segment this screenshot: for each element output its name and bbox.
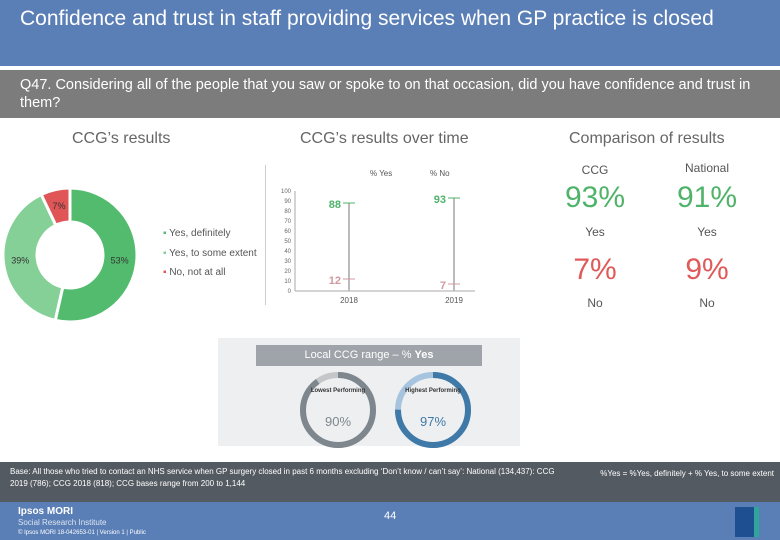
data-label: 7	[440, 280, 446, 292]
y-tick-label: 0	[288, 289, 292, 295]
national-yes-label: Yes	[697, 225, 717, 239]
donut-label: 53%	[111, 256, 129, 266]
y-tick-label: 10	[284, 279, 291, 285]
y-tick-label: 100	[281, 189, 292, 195]
ipsos-logo	[735, 507, 759, 537]
lowest-value: 90%	[324, 414, 352, 429]
ccg-no-value: 7%	[573, 253, 617, 286]
national-label: National	[684, 161, 730, 175]
copyright: © Ipsos MORI 18-042653-01 | Version 1 | …	[18, 530, 146, 536]
lowest-label: Lowest Performing	[310, 388, 366, 394]
donut-segment	[53, 186, 139, 324]
ccg-yes-value: 93%	[564, 181, 626, 214]
base-text: Base: All those who tried to contact an …	[10, 467, 555, 488]
national-yes-value: 91%	[676, 181, 738, 214]
donut-label: 39%	[11, 256, 29, 266]
y-tick-label: 70	[284, 219, 291, 225]
y-tick-label: 60	[284, 229, 291, 235]
over-time-heading: CCG’s results over time	[300, 130, 469, 147]
ccg-range-panel: Local CCG range – % Yes Lowest Performin…	[218, 338, 520, 448]
ccg-label: CCG	[581, 163, 609, 177]
x-tick-label: 2018	[340, 296, 358, 305]
donut-legend: ▪ Yes, definitely ▪ Yes, to some extent …	[163, 224, 257, 283]
footer-brand: Ipsos MORI Social Research Institute © I…	[0, 502, 780, 540]
y-tick-label: 50	[284, 239, 291, 245]
national-no-value: 9%	[685, 253, 729, 286]
footer-base: Base: All those who tried to contact an …	[0, 462, 780, 502]
range-title: Local CCG range – % Yes	[256, 345, 482, 366]
data-label: 12	[329, 275, 341, 287]
legend-item: ▪ Yes, to some extent	[163, 247, 257, 259]
legend-item: % Yes	[370, 169, 392, 178]
y-tick-label: 30	[284, 259, 291, 265]
question-band: Q47. Considering all of the people that …	[0, 70, 780, 118]
highest-label: Highest Performing	[405, 388, 461, 394]
donut-chart: 53% 39% 7%	[1, 186, 139, 324]
slide-header: Confidence and trust in staff providing …	[0, 0, 780, 66]
range-rings	[300, 372, 471, 448]
ccg-yes-label: Yes	[585, 225, 605, 239]
x-tick-label: 2019	[445, 296, 463, 305]
ccg-results-heading: CCG’s results	[72, 130, 171, 147]
y-tick-label: 80	[284, 209, 291, 215]
y-tick-label: 90	[284, 199, 291, 205]
legend-item: % No	[430, 169, 450, 178]
y-tick-label: 40	[284, 249, 291, 255]
yes-definition: %Yes = %Yes, definitely + % Yes, to some…	[600, 469, 774, 478]
brand-sub: Social Research Institute	[18, 518, 107, 527]
question-text: Q47. Considering all of the people that …	[20, 77, 751, 111]
slide-title: Confidence and trust in staff providing …	[20, 7, 714, 30]
donut-segment	[1, 192, 65, 323]
legend-item: ▪ No, not at all	[163, 267, 226, 278]
donut-label: 7%	[52, 201, 65, 211]
data-label: 93	[434, 194, 446, 206]
y-tick-label: 20	[284, 269, 291, 275]
highest-value: 97%	[419, 414, 447, 429]
comparison-heading: Comparison of results	[569, 130, 725, 147]
legend-item: ▪ Yes, definitely	[163, 228, 231, 239]
donut-segment	[39, 186, 72, 228]
page-number: 44	[384, 510, 397, 522]
trend-chart: 0 10 20 30 40 50 60 70 80 90 100 2018 2019 % Yes 88 93%…	[281, 169, 475, 305]
data-label: 88	[329, 199, 341, 211]
national-no-label: No	[699, 296, 715, 310]
divider	[265, 165, 266, 305]
brand-name: Ipsos MORI	[18, 506, 74, 517]
ccg-no-label: No	[587, 296, 603, 310]
